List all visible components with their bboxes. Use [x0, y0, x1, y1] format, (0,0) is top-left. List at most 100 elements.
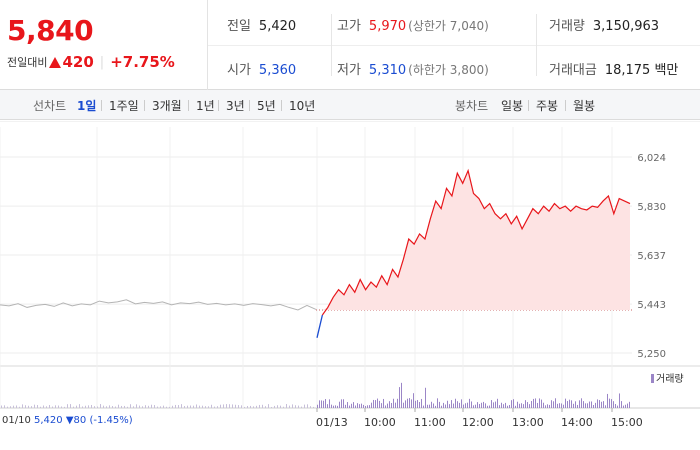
prev-volume-bar	[70, 404, 71, 408]
prev-volume-bar	[76, 405, 77, 408]
stat-value: 5,970	[368, 19, 407, 34]
prev-volume-bar	[19, 406, 20, 408]
price-chart-svg: 6,024 5,830 5,637 5,443 5,250 01/13 10:00 11:00…	[0, 121, 700, 429]
volume-bar	[393, 398, 394, 408]
volume-bar	[555, 398, 556, 408]
volume-bar	[485, 403, 486, 408]
volume-bar	[579, 400, 580, 408]
volume-bar	[401, 382, 402, 408]
volume-bar	[427, 404, 428, 408]
prev-volume-bar	[124, 405, 125, 408]
volume-bar	[619, 393, 620, 408]
volume-bar	[591, 401, 592, 408]
y-tick-label: 5,830	[637, 202, 666, 213]
prev-volume-bar	[295, 405, 296, 408]
volume-bar	[389, 401, 390, 408]
volume-bar	[621, 401, 622, 408]
price-chart[interactable]: 6,024 5,830 5,637 5,443 5,250 01/13 10:00 11:00…	[0, 121, 700, 450]
prev-volume-bar	[133, 406, 134, 408]
prev-volume-bar	[301, 406, 302, 408]
candle-daily[interactable]: 일봉	[501, 99, 524, 113]
volume-bar	[525, 400, 526, 408]
volume-bar	[441, 405, 442, 408]
stat-label: 거래량	[549, 19, 585, 34]
candle-monthly[interactable]: 월봉	[573, 99, 596, 113]
volume-bar	[629, 401, 630, 408]
prev-volume-bar	[1, 405, 2, 408]
prev-volume-bar	[247, 406, 248, 408]
stat-label: 고가	[337, 19, 361, 34]
volume-bar	[447, 400, 448, 408]
volume-bar	[465, 403, 466, 408]
prev-volume-bar	[211, 404, 212, 408]
prev-volume-bar	[244, 406, 245, 408]
prev-volume-bar	[286, 404, 287, 408]
stat-label: 시가	[227, 63, 251, 78]
prev-volume-bar	[79, 404, 80, 408]
divider	[281, 100, 282, 111]
volume-bar	[475, 404, 476, 408]
y-tick-label: 5,250	[637, 349, 666, 360]
prev-volume-bar	[166, 406, 167, 408]
volume-legend: 거래량	[651, 370, 684, 385]
volume-bar	[323, 400, 324, 408]
volume-bar	[561, 403, 562, 408]
period-3m[interactable]: 3개월	[152, 99, 182, 113]
prev-day-info: 01/10 5,420 ▼80 (-1.45%)	[2, 415, 133, 426]
volume-bar	[345, 404, 346, 408]
volume-bar	[587, 403, 588, 408]
volume-bar	[473, 405, 474, 408]
period-10y[interactable]: 10년	[289, 99, 316, 113]
volume-bar	[549, 404, 550, 408]
volume-bar	[545, 405, 546, 408]
volume-bar	[419, 401, 420, 408]
divider	[188, 100, 189, 111]
volume-bar	[625, 404, 626, 408]
period-1w[interactable]: 1주일	[109, 99, 139, 113]
prev-volume-bar	[232, 404, 233, 408]
volume-bar	[551, 400, 552, 408]
period-1d[interactable]: 1일	[77, 99, 97, 113]
prev-volume-bar	[160, 406, 161, 408]
prev-volume-bar	[259, 404, 260, 408]
volume-bar	[425, 387, 426, 408]
volume-bar	[605, 405, 606, 408]
volume-bar	[357, 403, 358, 408]
stat-trade-value: 거래대금 18,175 백만	[549, 59, 678, 78]
volume-bar	[531, 400, 532, 408]
volume-bar	[583, 401, 584, 408]
divider	[565, 100, 566, 111]
volume-bar	[355, 405, 356, 408]
period-5y[interactable]: 5년	[257, 99, 276, 113]
stat-value: 5,360	[258, 63, 297, 78]
volume-bar	[331, 404, 332, 408]
volume-bar	[435, 405, 436, 408]
volume-bar	[627, 403, 628, 408]
prev-volume-bar	[121, 405, 122, 408]
prev-volume-bar	[37, 405, 38, 408]
volume-bar	[457, 401, 458, 408]
stat-value: 18,175 백만	[604, 63, 679, 78]
divider	[218, 100, 219, 111]
volume-bar	[539, 398, 540, 408]
volume-bar	[467, 402, 468, 408]
period-1y[interactable]: 1년	[196, 99, 215, 113]
volume-bar	[493, 402, 494, 408]
prev-volume-bar	[106, 406, 107, 408]
prev-volume-bar	[187, 405, 188, 408]
volume-bar	[339, 401, 340, 408]
candle-weekly[interactable]: 주봉	[536, 99, 559, 113]
volume-bar	[553, 401, 554, 408]
x-tick-label: 15:00	[611, 416, 643, 429]
period-3y[interactable]: 3년	[226, 99, 245, 113]
volume-bar	[543, 402, 544, 408]
stats-col-divider	[536, 14, 537, 76]
prev-volume-bar	[157, 406, 158, 408]
volume-bar	[385, 405, 386, 408]
prev-volume-bar	[13, 405, 14, 408]
prev-volume-bar	[4, 405, 5, 408]
prev-volume-bar	[103, 405, 104, 408]
volume-bar	[429, 404, 430, 408]
prev-volume-bar	[31, 406, 32, 408]
prev-volume-bar	[310, 406, 311, 408]
